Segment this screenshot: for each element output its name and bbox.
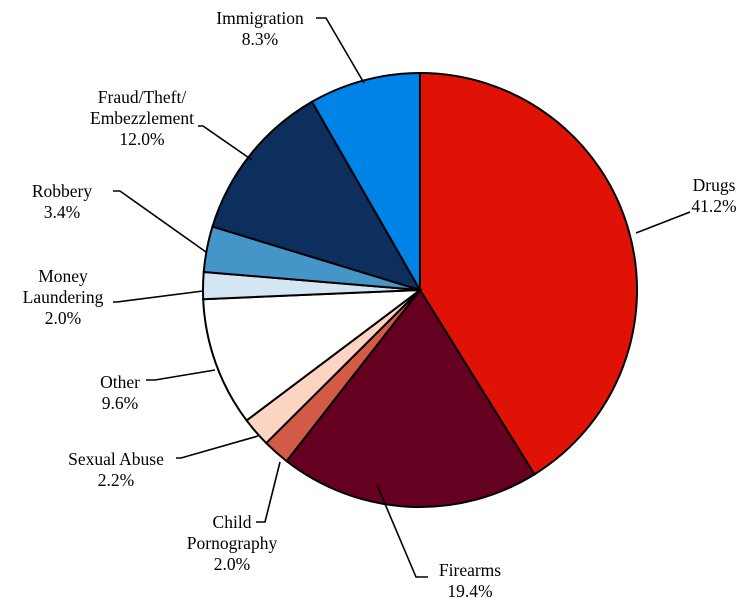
category-label-immigration: Immigration (216, 8, 304, 28)
value-label-child-porn: 2.0% (214, 554, 250, 574)
category-label-fraud: Embezzlement (90, 108, 194, 128)
label-other: Other 9.6% (100, 372, 140, 413)
category-label-child-porn: Child (213, 512, 252, 532)
label-child-porn: Child Pornography 2.0% (187, 512, 278, 574)
label-money: Money Laundering 2.0% (23, 266, 104, 328)
category-label-firearms: Firearms (439, 560, 501, 580)
value-label-money: 2.0% (45, 308, 81, 328)
label-firearms: Firearms 19.4% (439, 560, 501, 601)
value-label-firearms: 19.4% (447, 581, 492, 601)
leader-line-money (113, 290, 204, 303)
leader-line-firearms (376, 484, 428, 578)
leader-line-other (146, 369, 216, 381)
category-label-child-porn: Pornography (187, 533, 278, 553)
leader-line-immigration (316, 17, 365, 84)
category-label-sexual-abuse: Sexual Abuse (68, 449, 164, 469)
slice-drugs (419, 71, 638, 476)
label-robbery: Robbery 3.4% (32, 181, 93, 222)
value-label-other: 9.6% (102, 393, 138, 413)
slices-layer (202, 71, 638, 508)
label-sexual-abuse: Sexual Abuse 2.2% (68, 449, 164, 490)
value-label-drugs: 41.2% (691, 196, 736, 216)
label-immigration: Immigration 8.3% (216, 8, 304, 49)
value-label-robbery: 3.4% (44, 202, 80, 222)
leader-lines-layer (113, 17, 691, 578)
category-label-fraud: Fraud/Theft/ (98, 87, 187, 107)
value-label-fraud: 12.0% (119, 129, 164, 149)
label-fraud: Fraud/Theft/Embezzlement 12.0% (90, 87, 194, 149)
category-label-money: Money (38, 266, 88, 286)
value-label-immigration: 8.3% (242, 29, 278, 49)
leader-line-sexual-abuse (176, 435, 259, 459)
category-label-money: Laundering (23, 287, 104, 307)
slice-other (202, 288, 424, 422)
slice-immigration (310, 71, 421, 294)
value-label-sexual-abuse: 2.2% (98, 470, 134, 490)
category-label-robbery: Robbery (32, 181, 93, 201)
slice-fraud (211, 100, 423, 292)
category-label-other: Other (100, 372, 140, 392)
leader-line-fraud (198, 125, 253, 161)
label-drugs: Drugs 41.2% (691, 175, 736, 216)
leader-line-robbery (113, 190, 207, 253)
labels-layer: Drugs 41.2%Firearms 19.4%Child Pornography 2… (23, 8, 737, 601)
leader-line-child-porn (256, 461, 281, 523)
slice-firearms (285, 288, 536, 508)
category-label-drugs: Drugs (693, 175, 736, 195)
leader-line-drugs (635, 211, 691, 234)
